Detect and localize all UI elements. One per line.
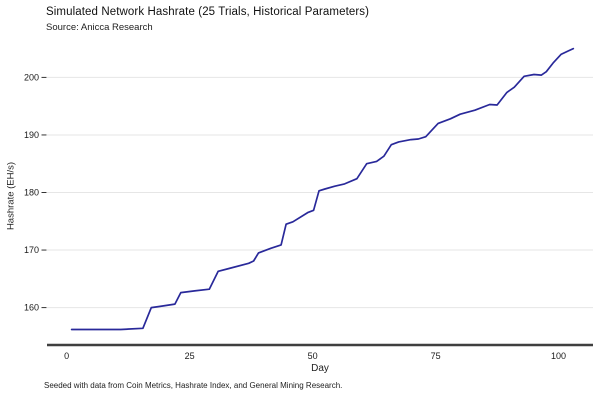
chart-title: Simulated Network Hashrate (25 Trials, H…	[46, 6, 370, 18]
y-axis-ticks: 160 170 180 190 200	[24, 72, 47, 313]
x-tick-label-25: 25	[185, 351, 195, 361]
y-tick-label-190: 190	[24, 130, 39, 140]
y-tick-label-200: 200	[24, 72, 39, 82]
x-axis-title: Day	[311, 363, 329, 374]
y-axis-title: Hashrate (EH/s)	[5, 161, 17, 231]
x-tick-label-75: 75	[431, 351, 441, 361]
hashrate-line	[70, 47, 575, 331]
chart-subtitle: Source: Anicca Research	[46, 22, 153, 33]
gridlines	[47, 76, 593, 309]
source-caption: Seeded with data from Coin Metrics, Hash…	[44, 381, 343, 390]
x-tick-label-0: 0	[64, 351, 69, 361]
x-tick-label-100: 100	[551, 351, 566, 361]
x-axis-ticks: 0 25 50 75 100	[64, 351, 566, 361]
y-tick-label-180: 180	[24, 188, 39, 198]
y-tick-label-160: 160	[24, 303, 39, 313]
x-tick-label-50: 50	[308, 351, 318, 361]
y-tick-label-170: 170	[24, 245, 39, 255]
